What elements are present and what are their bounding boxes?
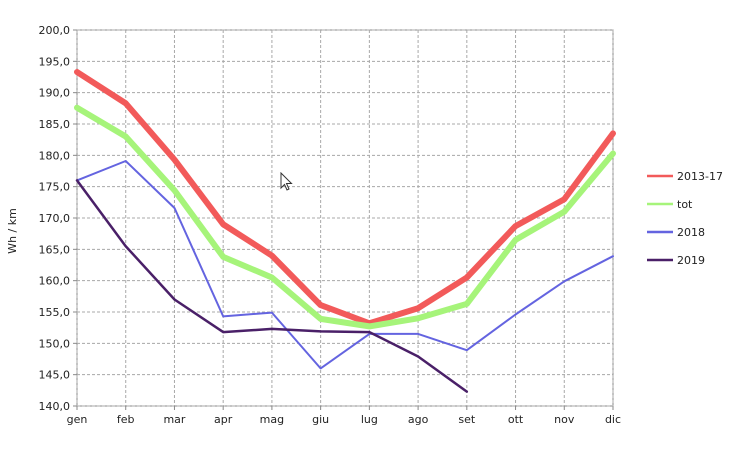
y-axis-label: Wh / km: [6, 208, 19, 254]
y-tick-label: 165,0: [39, 243, 71, 256]
series-line-2019: [75, 179, 469, 393]
series-lines: [74, 69, 616, 393]
y-tick-label: 200,0: [39, 24, 71, 37]
x-tick-label: apr: [214, 413, 233, 426]
grid: [76, 29, 614, 407]
y-tick-label: 150,0: [39, 337, 71, 350]
legend-label: 2018: [677, 226, 705, 239]
y-tick-label: 185,0: [39, 118, 71, 131]
x-tick-label: ott: [508, 413, 524, 426]
x-tick-label: mag: [260, 413, 284, 426]
y-tick-label: 140,0: [39, 400, 71, 413]
x-axis-ticks: gen feb mar apr mag giu lug ago set ott nov dic: [67, 406, 621, 426]
legend-label: 2013-17: [677, 170, 723, 183]
y-tick-label: 155,0: [39, 306, 71, 319]
x-tick-label: gen: [67, 413, 88, 426]
series-line-2018: [76, 160, 614, 370]
x-tick-label: ago: [408, 413, 429, 426]
x-tick-label: lug: [361, 413, 378, 426]
x-tick-label: nov: [554, 413, 575, 426]
legend: 2013-17 tot 2018 2019: [647, 170, 723, 267]
series-line-2013-17: [74, 69, 616, 327]
legend-label: 2019: [677, 254, 705, 267]
x-tick-label: set: [458, 413, 475, 426]
mouse-pointer-icon: [280, 172, 293, 191]
y-tick-label: 195,0: [39, 55, 71, 68]
series-line-tot: [74, 104, 616, 330]
y-tick-label: 190,0: [39, 87, 71, 100]
y-tick-label: 175,0: [39, 181, 71, 194]
y-tick-label: 145,0: [39, 369, 71, 382]
y-tick-label: 180,0: [39, 149, 71, 162]
y-tick-label: 170,0: [39, 212, 71, 225]
y-tick-label: 160,0: [39, 275, 71, 288]
legend-label: tot: [677, 198, 693, 211]
y-axis-ticks: 140,0 145,0 150,0 155,0 160,0 165,0 170,0 175,0…: [39, 24, 77, 413]
x-tick-label: giu: [312, 413, 329, 426]
x-tick-label: feb: [117, 413, 135, 426]
x-tick-label: dic: [605, 413, 621, 426]
x-tick-label: mar: [163, 413, 185, 426]
